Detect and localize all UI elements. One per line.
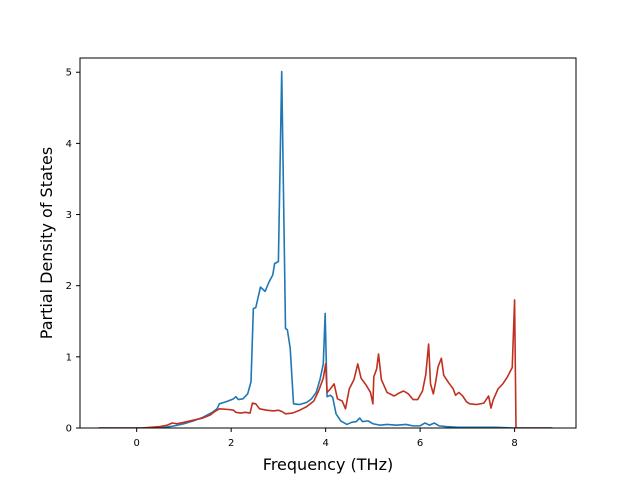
x-tick-label: 2 <box>228 438 234 449</box>
x-tick-label: 0 <box>133 438 139 449</box>
plot-frame <box>79 57 577 429</box>
series-line-1 <box>98 70 553 428</box>
y-tick-label: 2 <box>66 281 72 292</box>
y-tick-label: 5 <box>66 68 72 79</box>
y-tick-label: 1 <box>66 352 72 363</box>
x-axis-ticks: 0 2 4 6 8 <box>133 428 518 449</box>
x-tick-label: 4 <box>322 438 328 449</box>
y-axis-ticks: 0 1 2 3 4 5 <box>66 68 80 435</box>
series-layer <box>98 70 553 428</box>
x-axis-label: Frequency (THz) <box>263 455 393 474</box>
y-axis-label: Partial Density of States <box>37 147 56 339</box>
x-tick-label: 8 <box>511 438 517 449</box>
y-tick-label: 4 <box>66 139 72 150</box>
y-tick-label: 0 <box>66 424 72 435</box>
y-tick-label: 3 <box>66 210 72 221</box>
series-line-2 <box>98 299 553 428</box>
x-tick-label: 6 <box>417 438 423 449</box>
